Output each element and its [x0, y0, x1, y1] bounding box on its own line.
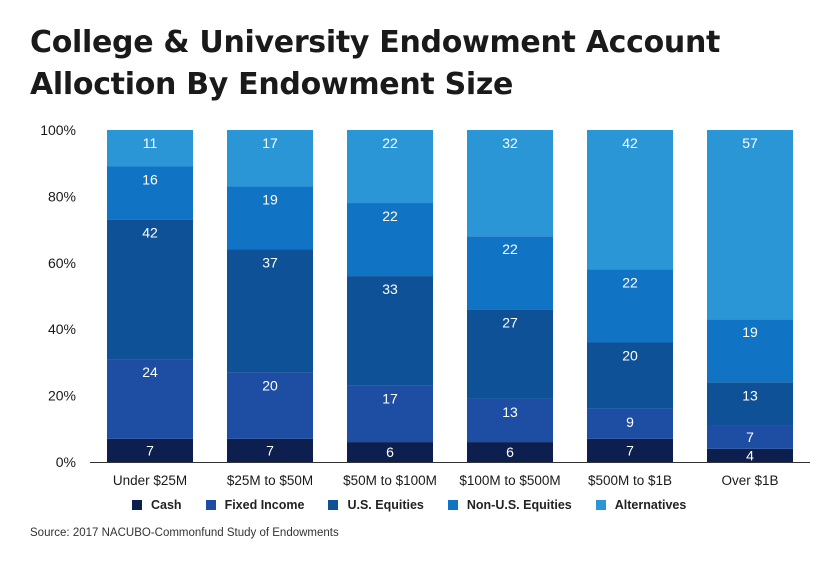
legend-swatch [595, 500, 606, 510]
data-label: 17 [262, 135, 278, 151]
bar-segment [467, 236, 553, 310]
legend-label: Fixed Income [224, 498, 305, 512]
data-label: 13 [502, 404, 518, 420]
y-tick-label: 80% [48, 188, 76, 204]
data-label: 32 [502, 135, 518, 151]
data-label: 16 [142, 172, 158, 188]
legend-label: Non-U.S. Equities [466, 498, 572, 512]
data-label: 11 [143, 135, 158, 151]
data-label: 22 [382, 135, 398, 151]
data-label: 4 [746, 447, 754, 463]
legend-swatch [205, 500, 216, 510]
data-label: 7 [146, 442, 154, 458]
data-label: 19 [742, 324, 758, 340]
bar-segment [707, 319, 793, 383]
x-tick-label: $100M to $500M [459, 473, 560, 488]
data-label: 7 [746, 429, 754, 445]
y-tick-label: 60% [48, 255, 76, 271]
data-label: 33 [382, 281, 398, 297]
bar-segment [227, 130, 313, 187]
bar-segment [587, 342, 673, 409]
legend-item: Fixed Income [205, 498, 305, 512]
bar-segment [707, 130, 793, 320]
legend-item: U.S. Equities [328, 498, 424, 512]
data-label: 20 [622, 347, 638, 363]
data-label: 19 [262, 191, 278, 207]
bar-segment [107, 130, 193, 167]
data-label: 57 [742, 135, 758, 151]
legend-label: U.S. Equities [347, 498, 424, 512]
bar-segment [467, 130, 553, 237]
y-tick-label: 20% [48, 388, 76, 404]
chart-title-line-1: College & University Endowment Account [30, 25, 721, 60]
data-label: 27 [502, 314, 518, 330]
bar-segment [227, 249, 313, 373]
bar-segment [347, 130, 433, 204]
data-label: 22 [622, 274, 638, 290]
data-label: 42 [142, 225, 158, 241]
x-tick-label: $25M to $50M [227, 473, 313, 488]
legend-label: Cash [151, 498, 182, 512]
chart-title: College & University Endowment Account A… [30, 22, 720, 106]
bar-segment [467, 442, 553, 462]
data-label: 17 [382, 391, 398, 407]
bar-segment [347, 385, 433, 443]
bar-segment [107, 359, 193, 439]
stacked-bar-chart: 0% 20% 40% 60% 80% 100% 7 24 42 16 11 Under $25M 7 20… [40, 122, 810, 488]
chart-legend: Cash Fixed Income U.S. Equities Non-U.S. Eq… [132, 498, 710, 512]
bar-segment [587, 269, 673, 343]
x-tick-label: Over $1B [721, 473, 778, 488]
x-tick-label: Under $25M [113, 473, 187, 488]
bar-segment [707, 448, 793, 462]
bar-segment [107, 438, 193, 462]
bar-segment [587, 130, 673, 270]
x-tick-label: $50M to $100M [343, 473, 437, 488]
bar-segment [227, 438, 313, 462]
bar-segment [707, 425, 793, 449]
data-label: 20 [262, 377, 278, 393]
data-label: 6 [506, 444, 514, 460]
y-tick-label: 0% [56, 454, 76, 470]
legend-item: Non-U.S. Equities [447, 498, 572, 512]
data-label: 7 [626, 442, 634, 458]
x-tick-label: $500M to $1B [588, 473, 672, 488]
legend-swatch [132, 500, 142, 510]
legend-label: Alternatives [614, 498, 687, 512]
bar-segment [467, 398, 553, 443]
y-tick-label: 40% [48, 321, 76, 337]
bar-segment [347, 203, 433, 277]
bar-segment [587, 438, 673, 462]
data-label: 22 [382, 208, 398, 224]
legend-swatch [328, 500, 339, 510]
data-label: 37 [262, 255, 278, 271]
data-label: 7 [266, 442, 274, 458]
data-label: 42 [622, 135, 638, 151]
source-note: Source: 2017 NACUBO-Commonfund Study of … [30, 527, 339, 539]
legend-item: Cash [132, 498, 182, 512]
data-label: 22 [502, 241, 518, 257]
bar-segment [707, 382, 793, 426]
bar-segment [227, 372, 313, 439]
legend-swatch [447, 500, 458, 510]
bar-segment [347, 442, 433, 462]
bar-segment [107, 219, 193, 360]
data-label: 9 [626, 414, 634, 430]
bar-segment [227, 186, 313, 250]
data-label: 6 [386, 444, 394, 460]
legend-item: Alternatives [595, 498, 687, 512]
data-label: 24 [142, 364, 158, 380]
data-label: 13 [742, 387, 758, 403]
bar-segment [347, 276, 433, 386]
y-tick-label: 100% [40, 122, 76, 138]
bar-segment [107, 166, 193, 220]
bar-segment [587, 408, 673, 439]
bar-segment [467, 309, 553, 399]
chart-title-line-2: Alloction By Endowment Size [30, 67, 514, 102]
